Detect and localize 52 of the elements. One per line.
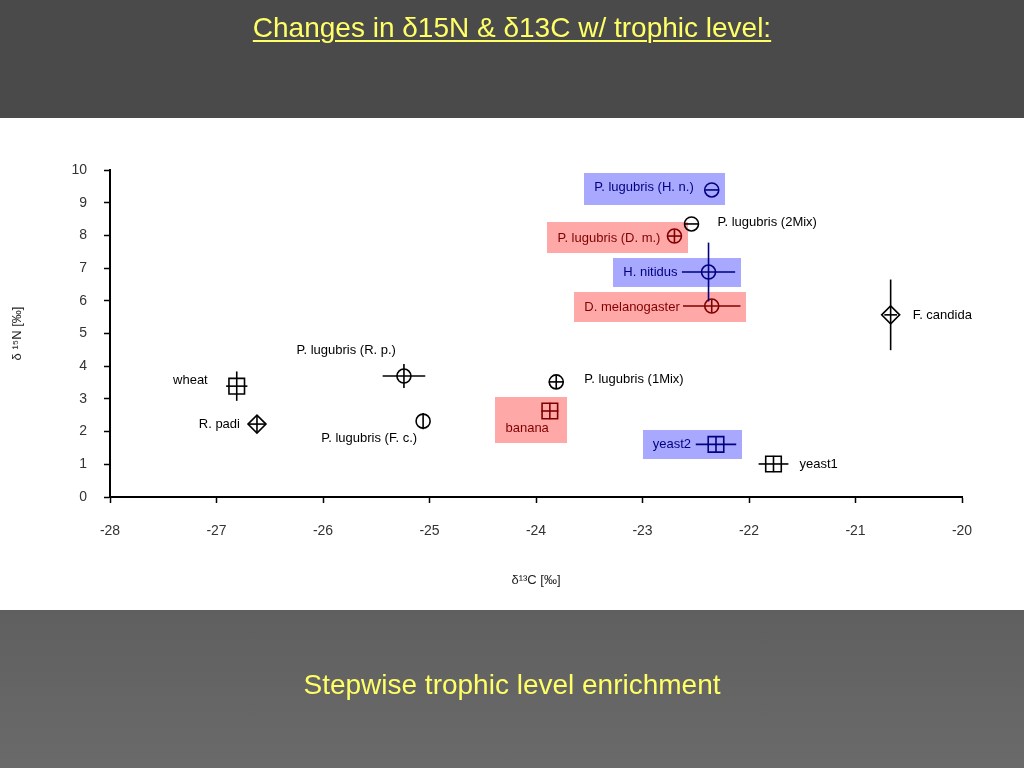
series-label: F. candida	[912, 307, 973, 323]
point	[703, 182, 720, 198]
series-label: yeast2	[652, 435, 691, 451]
series-label: H. nitidus	[623, 263, 679, 279]
point	[228, 377, 246, 395]
x-tick-label: -26	[312, 522, 334, 539]
point	[541, 402, 559, 420]
x-tick-label: -20	[951, 522, 973, 539]
x-tick-label: -24	[525, 522, 547, 539]
point	[703, 298, 720, 314]
point	[666, 228, 683, 244]
point	[548, 374, 565, 390]
y-tick-label: 7	[79, 258, 88, 275]
point	[415, 413, 431, 429]
y-tick-label: 10	[71, 160, 88, 177]
y-tick-label: 4	[79, 357, 88, 374]
y-tick-label: 8	[79, 226, 88, 243]
series-label: R. padi	[198, 415, 241, 431]
point	[396, 368, 412, 384]
series-label: yeast1	[799, 455, 838, 471]
point	[247, 414, 267, 434]
x-tick-label: -25	[419, 522, 440, 539]
x-tick-label: -28	[99, 522, 121, 539]
series-label: P. lugubris (H. n.)	[594, 178, 694, 194]
series-label: P. lugubris (1Mix)	[584, 371, 684, 387]
x-tick-label: -23	[632, 522, 653, 539]
series-label: banana	[505, 419, 550, 435]
text: Stepwise trophic level enrichment	[303, 669, 721, 700]
point	[707, 435, 725, 453]
point	[880, 305, 901, 325]
y-tick-label: 3	[79, 389, 88, 406]
x-tick-label: -22	[738, 522, 760, 539]
point	[683, 216, 700, 232]
y-tick-label: 6	[79, 291, 88, 308]
y-tick-label: 2	[79, 422, 88, 439]
series-label: P. lugubris (2Mix)	[717, 213, 817, 229]
y-tick-label: 1	[79, 455, 88, 472]
series-label: P. lugubris (D. m.)	[557, 229, 661, 245]
y-tick-label: 0	[79, 487, 88, 504]
x-axis-title: δ¹³C [‰]	[511, 571, 561, 587]
series-label: D. melanogaster	[584, 298, 681, 314]
point	[700, 264, 717, 280]
series-label: P. lugubris (R. p.)	[296, 341, 396, 357]
chart-title: Changes in δ15N & δ13C w/ trophic level:	[252, 12, 772, 43]
series-label: P. lugubris (F. c.)	[321, 429, 418, 445]
point	[764, 455, 783, 473]
series-label: wheat	[172, 371, 209, 387]
y-axis-title: δ ¹⁵N [‰]	[9, 306, 25, 361]
x-tick-label: -27	[206, 522, 227, 539]
x-tick-label: -21	[845, 522, 866, 539]
y-tick-label: 9	[79, 193, 88, 210]
y-tick-label: 5	[79, 324, 88, 341]
